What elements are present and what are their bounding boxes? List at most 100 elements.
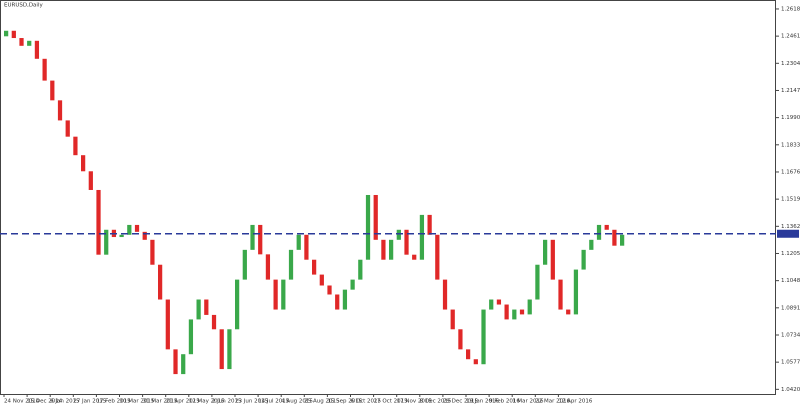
candle <box>519 309 525 315</box>
y-tick-label: 1.07340 <box>781 332 800 338</box>
y-tick-label: 1.15190 <box>781 197 800 203</box>
x-tick-label: 27 Oct 2015 <box>374 399 409 405</box>
y-tick-label: 1.23040 <box>781 61 800 67</box>
y-tick-label: 1.10480 <box>781 278 800 284</box>
candle <box>73 136 78 156</box>
candle <box>34 40 40 59</box>
candle <box>435 234 440 280</box>
x-tick-label: 22 Mar 2016 <box>535 399 570 405</box>
x-tick-label: 14 Jul 2015 <box>258 399 290 405</box>
candle <box>165 299 170 350</box>
candle <box>173 349 178 375</box>
candle <box>42 58 47 81</box>
candle <box>150 239 155 265</box>
candle <box>219 329 224 370</box>
candle <box>57 100 63 121</box>
candle <box>358 259 363 280</box>
candle <box>396 229 401 240</box>
x-tick-label: 2 Jun 2015 <box>212 399 242 405</box>
x-tick-label: 15 Sep 2015 <box>327 399 362 405</box>
y-tick-label: 1.16760 <box>781 169 800 175</box>
candle <box>620 234 625 246</box>
chart-title: EURUSD,Daily <box>4 3 43 9</box>
candle <box>412 254 417 260</box>
candle <box>550 239 555 280</box>
y-tick-label: 1.19900 <box>781 115 800 121</box>
x-tick-label: 15 Dec 2014 <box>27 399 63 405</box>
candle <box>365 194 371 260</box>
y-tick-label: 1.08910 <box>781 305 800 311</box>
candle <box>612 229 617 246</box>
candle <box>419 214 425 260</box>
candle <box>604 224 609 230</box>
y-tick-label: 1.05770 <box>781 360 800 366</box>
candle <box>96 189 101 255</box>
candle <box>250 224 255 250</box>
candle <box>204 299 209 315</box>
candle <box>489 299 494 310</box>
x-tick-label: 17 Feb 2015 <box>96 399 131 405</box>
x-tick-label: 6 Oct 2015 <box>351 399 382 405</box>
candle <box>27 40 32 46</box>
plot-frame <box>0 0 776 395</box>
x-tick-label: 4 Aug 2015 <box>281 399 313 405</box>
candle <box>535 264 540 300</box>
candle <box>196 299 201 320</box>
x-tick-label: 10 Mar 2015 <box>120 399 155 405</box>
candle <box>466 349 471 360</box>
candle <box>81 155 86 172</box>
candle <box>404 229 409 255</box>
candle <box>104 229 109 255</box>
candle <box>566 309 571 315</box>
candle <box>50 80 55 101</box>
candle <box>142 231 147 240</box>
candle <box>458 329 463 350</box>
candle <box>11 30 16 39</box>
candle <box>312 259 317 275</box>
candle <box>512 309 517 320</box>
x-tick-label: 17 Nov 2015 <box>397 399 433 405</box>
level-marker <box>777 229 799 238</box>
candle <box>558 279 563 310</box>
candle <box>496 299 502 305</box>
candle <box>342 289 348 310</box>
x-tick-label: 21 Apr 2015 <box>166 399 201 405</box>
candle <box>258 224 263 255</box>
candle <box>543 239 548 265</box>
candle <box>88 171 93 190</box>
x-tick-label: 8 Dec 2015 <box>420 399 452 405</box>
candle <box>427 214 432 235</box>
candle <box>4 30 9 37</box>
candle <box>296 234 301 250</box>
candle <box>119 234 124 238</box>
candle <box>373 194 378 240</box>
candle <box>442 279 448 310</box>
x-tick-label: 6 Jan 2015 <box>50 399 80 405</box>
candle <box>335 294 340 310</box>
x-tick-label: 23 Jun 2015 <box>235 399 269 405</box>
candle <box>573 269 579 315</box>
y-tick-label: 1.24610 <box>781 34 800 40</box>
candle <box>181 354 186 375</box>
candle <box>127 224 132 235</box>
y-tick-label: 1.21470 <box>781 88 800 94</box>
candle <box>281 279 286 310</box>
candle <box>481 309 486 365</box>
y-tick-label: 1.13620 <box>781 224 800 230</box>
candle <box>211 314 217 330</box>
candle <box>158 264 163 300</box>
candle <box>504 304 509 320</box>
x-tick-label: 9 Feb 2016 <box>489 399 520 405</box>
x-tick-label: 25 Aug 2015 <box>304 399 340 405</box>
candle <box>319 274 324 286</box>
candle <box>596 224 602 240</box>
candle <box>327 285 332 295</box>
candle <box>381 239 386 260</box>
candle <box>265 254 271 280</box>
candle <box>65 120 70 137</box>
x-tick-label: 31 Mar 2015 <box>143 399 178 405</box>
y-tick-label: 1.26180 <box>781 6 800 12</box>
x-tick-label: 1 Mar 2016 <box>512 399 544 405</box>
